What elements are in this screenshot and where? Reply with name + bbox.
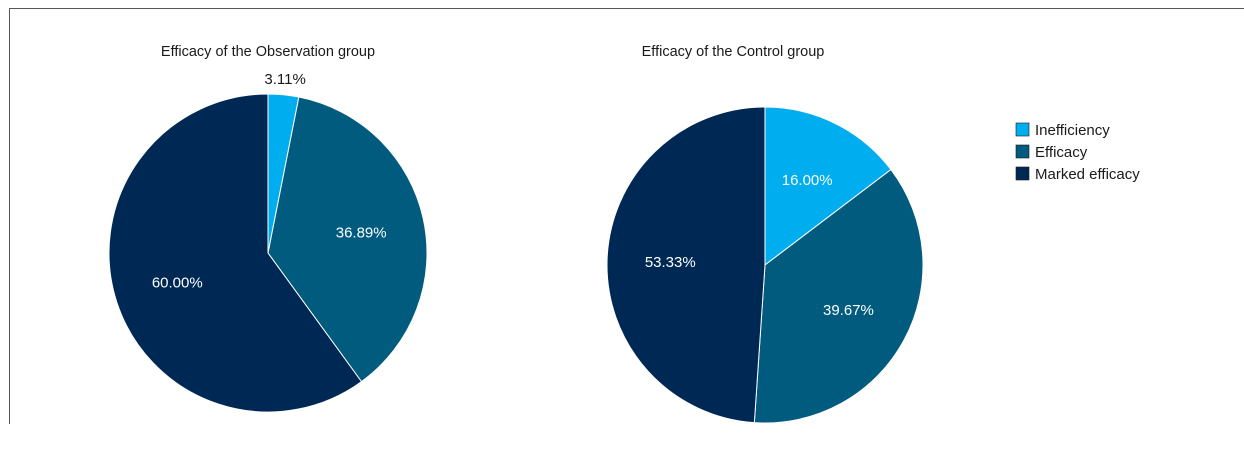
frame-left-border — [9, 8, 10, 424]
control-label-marked-efficacy: 53.33% — [645, 254, 696, 271]
observation-slice-efficacy — [267, 96, 428, 383]
control-group-pie: Efficacy of the Control group 16.00% 39.6… — [606, 44, 924, 424]
control-slice-marked-efficacy — [606, 106, 766, 424]
control-slice-efficacy — [753, 168, 924, 424]
legend-swatch-marked-efficacy — [1015, 166, 1030, 181]
observation-chart-title: Efficacy of the Observation group — [161, 44, 375, 60]
observation-slice-marked-efficacy — [108, 93, 363, 413]
frame-top-border — [9, 8, 1244, 9]
control-chart-title: Efficacy of the Control group — [642, 44, 825, 60]
legend-swatch-inefficiency — [1015, 122, 1030, 137]
observation-group-pie: Efficacy of the Observation group 3.11% 3… — [108, 44, 428, 413]
control-label-inefficiency: 16.00% — [782, 172, 833, 189]
legend: Inefficiency Efficacy Marked efficacy — [1015, 122, 1140, 183]
observation-label-marked-efficacy: 60.00% — [152, 274, 203, 291]
legend-label-marked-efficacy: Marked efficacy — [1035, 166, 1140, 183]
observation-label-efficacy: 36.89% — [336, 225, 387, 242]
legend-swatch-efficacy — [1015, 144, 1030, 159]
control-label-efficacy: 39.67% — [823, 302, 874, 319]
legend-label-efficacy: Efficacy — [1035, 144, 1088, 161]
control-slice-inefficiency — [764, 106, 892, 267]
observation-label-inefficiency: 3.11% — [264, 71, 305, 88]
legend-label-inefficiency: Inefficiency — [1035, 122, 1110, 139]
